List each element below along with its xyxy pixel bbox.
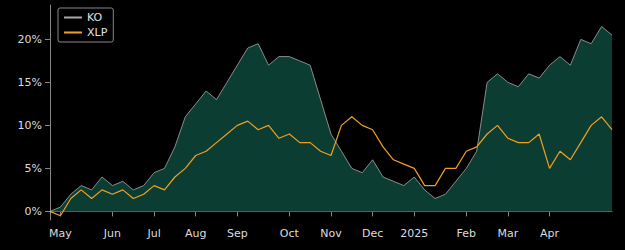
svg-text:Oct: Oct [280,227,300,240]
svg-text:15%: 15% [18,76,42,89]
svg-text:May: May [49,227,72,240]
svg-text:Apr: Apr [540,227,560,240]
svg-text:XLP: XLP [87,26,108,39]
svg-text:Feb: Feb [457,227,476,240]
svg-text:Jun: Jun [103,227,121,240]
svg-text:20%: 20% [18,33,42,46]
svg-text:Dec: Dec [362,227,383,240]
svg-text:0%: 0% [25,205,42,218]
svg-text:KO: KO [87,11,103,24]
svg-text:10%: 10% [18,119,42,132]
svg-text:Jul: Jul [146,227,160,240]
svg-text:Mar: Mar [498,227,519,240]
svg-text:Nov: Nov [320,227,342,240]
svg-text:5%: 5% [25,162,42,175]
svg-text:Sep: Sep [227,227,248,240]
svg-text:2025: 2025 [400,227,428,240]
svg-text:Aug: Aug [185,227,206,240]
